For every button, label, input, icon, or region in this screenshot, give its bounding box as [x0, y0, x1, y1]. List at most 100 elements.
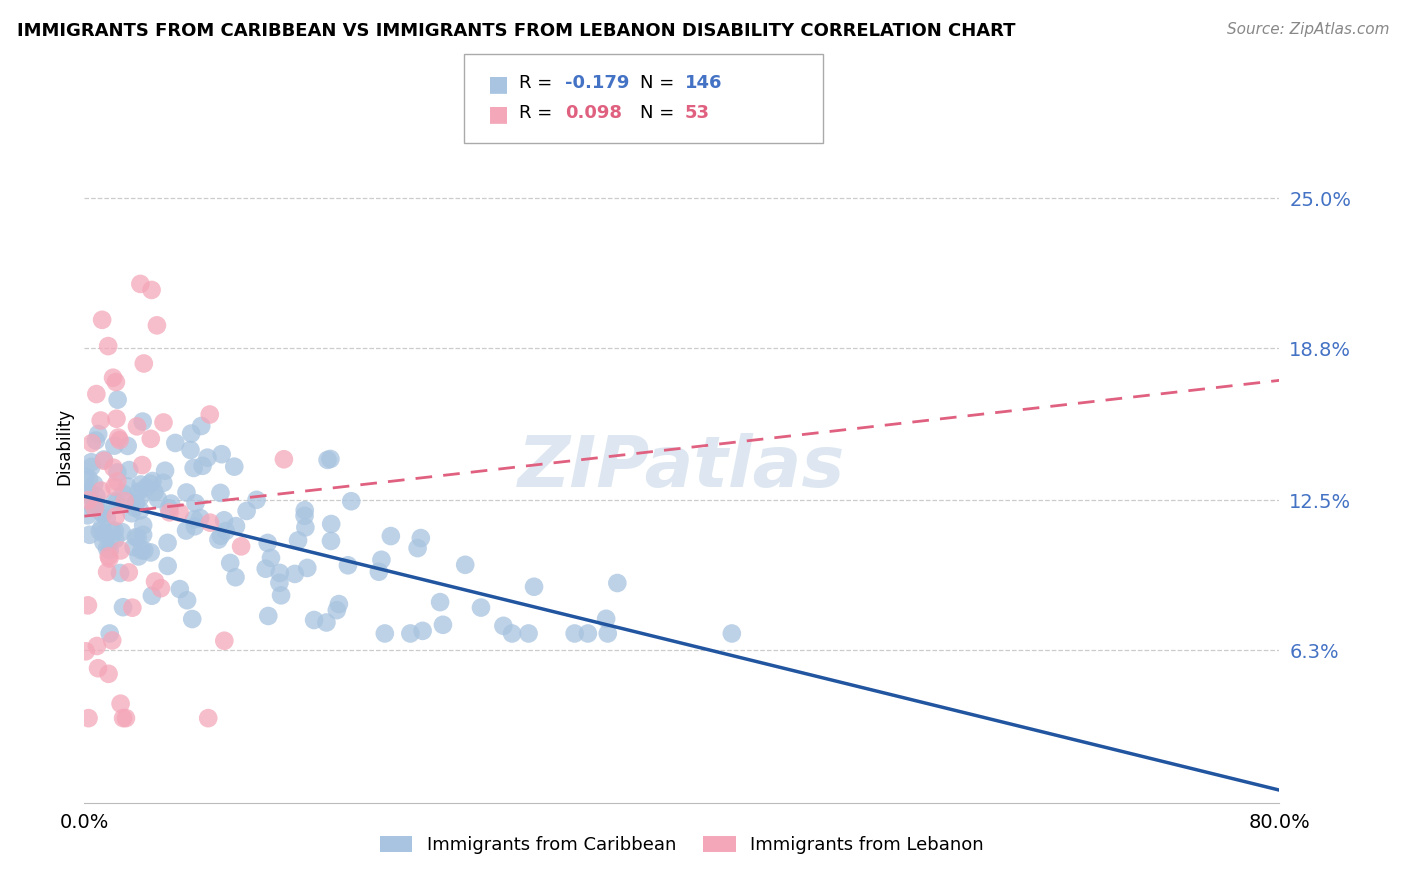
Point — [257, 609, 280, 624]
Point — [517, 626, 540, 640]
Point — [294, 520, 316, 534]
Legend: Immigrants from Caribbean, Immigrants from Lebanon: Immigrants from Caribbean, Immigrants fr… — [380, 836, 984, 855]
Text: 146: 146 — [685, 74, 723, 92]
Point — [132, 528, 155, 542]
Point — [129, 477, 152, 491]
Point — [149, 581, 172, 595]
Point — [112, 486, 135, 500]
Point — [117, 439, 139, 453]
Point — [104, 375, 127, 389]
Point — [108, 433, 131, 447]
Point — [80, 455, 103, 469]
Point — [114, 494, 136, 508]
Point — [224, 570, 246, 584]
Point — [91, 313, 114, 327]
Text: N =: N = — [640, 104, 679, 122]
Point — [128, 484, 150, 499]
Point — [90, 520, 112, 534]
Point — [212, 513, 235, 527]
Point — [97, 549, 120, 563]
Point — [77, 488, 100, 502]
Point — [412, 624, 434, 638]
Point — [96, 565, 118, 579]
Point — [225, 519, 247, 533]
Point — [432, 617, 454, 632]
Point — [124, 496, 146, 510]
Point — [315, 615, 337, 630]
Point — [328, 597, 350, 611]
Point — [160, 497, 183, 511]
Point — [141, 589, 163, 603]
Point — [93, 535, 115, 549]
Point — [91, 507, 114, 521]
Point — [75, 487, 97, 501]
Point — [374, 626, 396, 640]
Point — [191, 458, 214, 473]
Point — [269, 575, 291, 590]
Point — [100, 531, 122, 545]
Point — [134, 543, 156, 558]
Text: ■: ■ — [488, 74, 509, 94]
Point — [87, 661, 110, 675]
Point — [297, 561, 319, 575]
Point — [254, 562, 277, 576]
Point — [125, 419, 148, 434]
Point — [115, 479, 138, 493]
Point — [179, 442, 201, 457]
Point — [103, 479, 125, 493]
Point — [409, 531, 432, 545]
Point — [576, 626, 599, 640]
Point — [211, 447, 233, 461]
Point — [153, 464, 176, 478]
Point — [111, 600, 134, 615]
Point — [190, 419, 212, 434]
Y-axis label: Disability: Disability — [55, 408, 73, 484]
Point — [139, 432, 162, 446]
Point — [131, 415, 153, 429]
Point — [75, 470, 97, 484]
Point — [96, 511, 118, 525]
Point — [215, 524, 238, 538]
Point — [121, 506, 143, 520]
Point — [176, 593, 198, 607]
Point — [501, 626, 523, 640]
Point — [139, 476, 162, 491]
Point — [184, 496, 207, 510]
Point — [87, 427, 110, 442]
Point — [181, 612, 204, 626]
Point — [127, 531, 149, 545]
Point — [141, 474, 163, 488]
Point — [245, 492, 267, 507]
Point — [273, 452, 295, 467]
Point — [86, 489, 108, 503]
Point — [209, 529, 232, 543]
Point — [183, 512, 205, 526]
Point — [316, 453, 339, 467]
Point — [159, 505, 181, 519]
Point — [180, 426, 202, 441]
Text: 0.098: 0.098 — [565, 104, 623, 122]
Point — [125, 530, 148, 544]
Point — [84, 434, 107, 448]
Point — [606, 576, 628, 591]
Point — [79, 485, 101, 500]
Point — [97, 339, 120, 353]
Point — [595, 612, 617, 626]
Point — [115, 711, 138, 725]
Point — [319, 533, 342, 548]
Point — [93, 526, 115, 541]
Point — [118, 463, 141, 477]
Point — [93, 452, 115, 467]
Point — [107, 392, 129, 407]
Point — [105, 494, 128, 508]
Point — [77, 493, 100, 508]
Point — [105, 475, 128, 489]
Point — [470, 600, 492, 615]
Point — [429, 595, 451, 609]
Point — [77, 599, 100, 613]
Text: -0.179: -0.179 — [565, 74, 630, 92]
Point — [209, 486, 232, 500]
Point — [152, 475, 174, 490]
Point — [319, 452, 342, 467]
Point — [83, 501, 105, 516]
